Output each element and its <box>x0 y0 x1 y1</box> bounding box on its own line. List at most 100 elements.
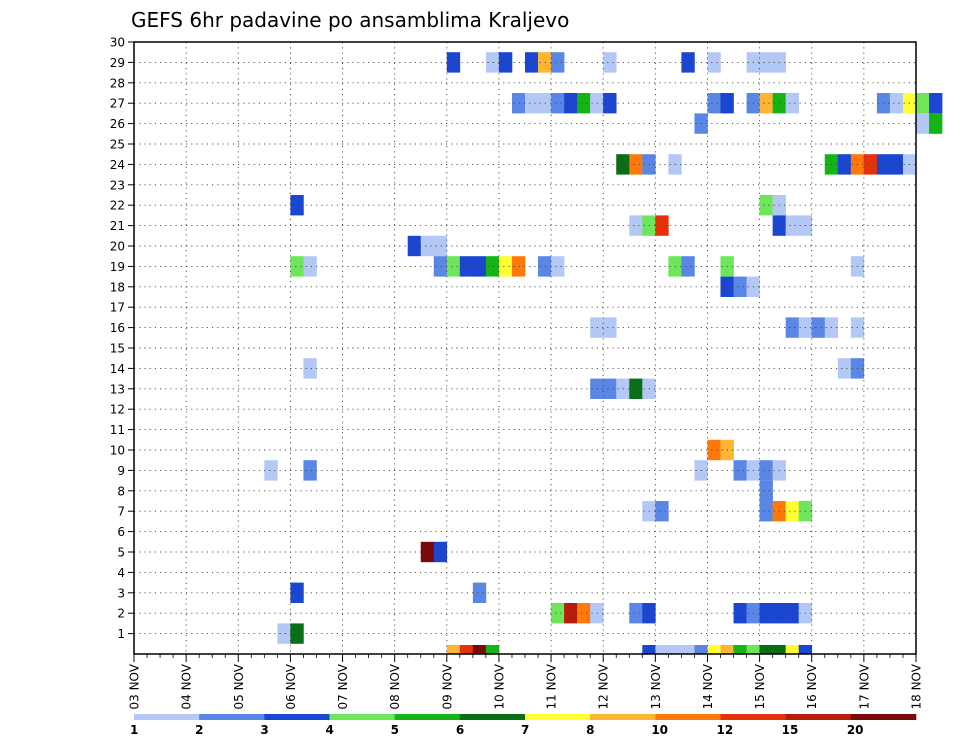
heatmap-cell <box>733 603 747 624</box>
legend-label: 12 <box>717 723 734 737</box>
y-tick-label: 11 <box>110 423 125 437</box>
heatmap-cell <box>889 93 904 114</box>
summary-cell <box>459 645 474 654</box>
summary-cell <box>785 645 799 654</box>
y-tick-label: 15 <box>110 342 125 356</box>
legend-label: 3 <box>260 723 268 737</box>
heatmap-cell <box>420 541 435 563</box>
heatmap-cell <box>759 480 773 501</box>
heatmap-cell <box>446 52 461 73</box>
heatmap-cell <box>498 52 513 73</box>
legend-label: 10 <box>651 723 668 737</box>
y-tick-label: 10 <box>110 444 125 458</box>
heatmap-cell <box>655 501 669 522</box>
x-tick-label: 17 NOV <box>857 663 871 709</box>
heatmap-cell <box>785 603 799 624</box>
heatmap-cell <box>889 154 904 175</box>
legend-swatch <box>264 714 330 720</box>
y-tick-label: 2 <box>117 607 125 621</box>
legend-swatch <box>394 714 461 720</box>
heatmap-cell <box>407 235 422 257</box>
heatmap-cell <box>472 582 487 603</box>
heatmap-cell <box>929 93 943 114</box>
legend-swatch <box>525 714 591 720</box>
y-tick-label: 23 <box>110 178 125 192</box>
y-tick-label: 5 <box>117 546 125 560</box>
heatmap-cell <box>681 256 695 277</box>
y-tick-label: 28 <box>110 76 125 90</box>
heatmap-cell <box>629 215 643 236</box>
heatmap-cell <box>577 93 591 114</box>
y-tick-label: 3 <box>117 586 125 600</box>
legend-swatch <box>199 714 265 720</box>
legend-swatch <box>590 714 656 720</box>
y-tick-label: 30 <box>110 36 125 50</box>
heatmap-cell <box>525 93 539 114</box>
heatmap-cell <box>785 215 799 236</box>
legend-label: 5 <box>391 723 399 737</box>
heatmap-cell <box>759 501 773 522</box>
x-tick-label: 06 NOV <box>284 663 298 709</box>
summary-cell <box>446 645 461 654</box>
heatmap-cell <box>498 256 513 277</box>
heatmap-cell <box>511 93 526 114</box>
heatmap-cell <box>655 215 669 236</box>
legend-label: 7 <box>521 723 529 737</box>
heatmap-cell <box>837 358 852 379</box>
legend-label: 20 <box>847 723 864 737</box>
y-tick-label: 7 <box>117 505 125 519</box>
heatmap-cell <box>629 603 643 624</box>
legend-swatch <box>134 714 200 720</box>
heatmap-cell <box>707 439 721 461</box>
summary-cell <box>746 645 760 654</box>
legend-label: 1 <box>130 723 138 737</box>
heatmap-cell <box>863 154 878 175</box>
summary-cell <box>642 645 656 654</box>
heatmap-cell <box>759 460 773 481</box>
heatmap-cell <box>603 378 617 399</box>
x-tick-label: 12 NOV <box>597 663 611 709</box>
heatmap-cell <box>916 113 930 134</box>
x-tick-label: 03 NOV <box>128 663 142 709</box>
x-tick-label: 16 NOV <box>805 663 819 709</box>
heatmap-cell <box>485 52 500 73</box>
heatmap-cell <box>290 256 304 277</box>
legend-label: 2 <box>195 723 203 737</box>
y-tick-label: 6 <box>117 525 125 539</box>
heatmap-cell <box>916 93 930 114</box>
summary-cell <box>694 645 708 654</box>
heatmap-cell <box>290 195 304 216</box>
heatmap-cell <box>525 52 539 73</box>
heatmap-cell <box>577 603 591 624</box>
y-tick-label: 20 <box>110 240 125 254</box>
summary-cell <box>707 645 721 654</box>
legend-label: 8 <box>586 723 594 737</box>
heatmap-cell <box>551 52 565 73</box>
heatmap-cell <box>733 276 747 297</box>
heatmap-cell <box>290 623 304 644</box>
legend-label: 4 <box>326 723 334 737</box>
heatmap-cells <box>264 52 943 654</box>
y-tick-label: 25 <box>110 138 125 152</box>
x-tick-label: 13 NOV <box>649 663 663 709</box>
x-tick-label: 09 NOV <box>440 663 454 709</box>
x-tick-label: 14 NOV <box>701 663 715 709</box>
summary-cell <box>485 645 500 654</box>
y-tick-label: 24 <box>110 158 125 172</box>
heatmap-cell <box>433 256 448 277</box>
heatmap-cell <box>446 256 461 277</box>
legend-swatch <box>655 714 721 720</box>
y-tick-label: 13 <box>110 382 125 396</box>
heatmap-cell <box>551 256 565 277</box>
y-tick-label: 19 <box>110 260 125 274</box>
summary-cell <box>655 645 669 654</box>
color-legend: 1 2 3 4 5 6 7 8 10 12 15 20 <box>130 714 917 737</box>
heatmap-cell <box>759 603 773 624</box>
heatmap-cell <box>759 195 773 216</box>
heatmap-cell <box>511 256 526 277</box>
y-tick-label: 14 <box>110 362 125 376</box>
heatmap-cell <box>681 52 695 73</box>
heatmap-cell <box>420 235 435 257</box>
heatmap-cell <box>551 603 565 624</box>
